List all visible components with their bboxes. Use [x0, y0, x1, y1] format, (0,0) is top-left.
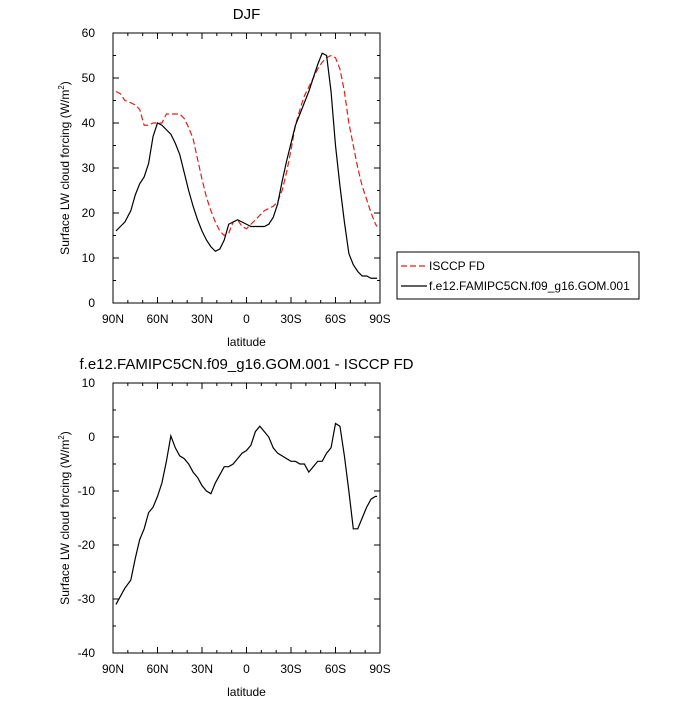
- x-tick-label: 30S: [280, 312, 301, 326]
- series-line-0: [115, 422, 378, 605]
- y-tick-label: 40: [82, 116, 96, 130]
- chart-title: f.e12.FAMIPC5CN.f09_g16.GOM.001 - ISCCP …: [79, 356, 413, 373]
- x-axis-label: latitude: [227, 335, 266, 349]
- series-line-1: [115, 52, 378, 279]
- y-axis-label-sup: 2: [57, 435, 66, 440]
- panel-climatology: DJF 90N 60N 30N 0 30S 60S 90S 0 10 20 30 40 50 60 latit…: [57, 6, 640, 349]
- x-tick-label: 90N: [102, 312, 124, 326]
- y-tick-label: -30: [78, 592, 96, 606]
- y-axis-label-end: ): [58, 431, 72, 435]
- x-tick-label: 0: [243, 662, 250, 676]
- legend-box: [396, 251, 640, 300]
- y-axis-label-end: ): [58, 81, 72, 85]
- y-tick-label: -40: [78, 646, 96, 660]
- x-tick-label: 30N: [191, 312, 213, 326]
- y-tick-label: -10: [78, 484, 96, 498]
- x-axis-label: latitude: [227, 685, 266, 699]
- x-tick-label: 60S: [325, 312, 346, 326]
- series-line-0: [115, 54, 378, 237]
- y-tick-label: 10: [82, 376, 96, 390]
- y-tick-label: 30: [82, 161, 96, 175]
- legend: ISCCP FD f.e12.FAMIPC5CN.f09_g16.GOM.001: [396, 251, 640, 300]
- y-tick-label: 60: [82, 26, 96, 40]
- x-tick-label: 30S: [280, 662, 301, 676]
- y-tick-label: 50: [82, 71, 96, 85]
- x-tick-label: 90N: [102, 662, 124, 676]
- plot-frame: [112, 382, 381, 654]
- y-axis-label-main: Surface LW cloud forcing (W/m: [58, 440, 72, 605]
- legend-label-0: ISCCP FD: [429, 259, 485, 273]
- x-tick-label: 30N: [191, 662, 213, 676]
- x-tick-label: 60N: [146, 662, 168, 676]
- y-axis-label-main: Surface LW cloud forcing (W/m: [58, 90, 72, 255]
- plot-frame: [112, 32, 381, 304]
- x-tick-label: 90S: [369, 312, 390, 326]
- y-axis-label-sup: 2: [57, 85, 66, 90]
- chart-title: DJF: [233, 6, 261, 23]
- x-tick-label: 60N: [146, 312, 168, 326]
- y-tick-label: -20: [78, 538, 96, 552]
- y-tick-label: 10: [82, 251, 96, 265]
- x-tick-label: 0: [243, 312, 250, 326]
- y-axis-label: Surface LW cloud forcing (W/m2): [57, 81, 72, 255]
- y-tick-label: 0: [88, 296, 95, 310]
- y-axis-label: Surface LW cloud forcing (W/m2): [57, 431, 72, 605]
- x-tick-label: 90S: [369, 662, 390, 676]
- y-tick-label: 20: [82, 206, 96, 220]
- x-tick-label: 60S: [325, 662, 346, 676]
- panel-difference: f.e12.FAMIPC5CN.f09_g16.GOM.001 - ISCCP …: [57, 356, 414, 699]
- legend-label-1: f.e12.FAMIPC5CN.f09_g16.GOM.001: [429, 279, 630, 293]
- y-tick-label: 0: [88, 430, 95, 444]
